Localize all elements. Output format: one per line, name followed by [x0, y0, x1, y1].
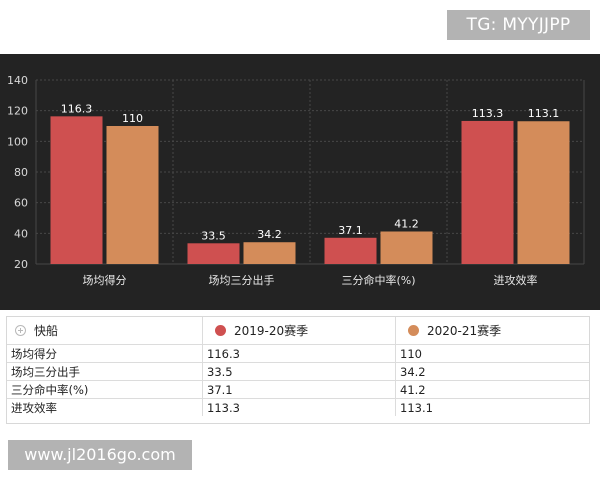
data-label: 110	[122, 112, 143, 125]
y-tick-label: 120	[7, 105, 28, 118]
data-label: 41.2	[394, 217, 419, 230]
row-value-2: 34.2	[395, 363, 591, 380]
row-label: 场均得分	[11, 346, 57, 361]
data-label: 113.3	[472, 107, 504, 120]
data-label: 37.1	[338, 224, 363, 237]
watermark-top: TG: MYYJJPP	[447, 10, 590, 40]
row-value-2: 113.1	[395, 399, 591, 416]
data-label: 33.5	[201, 229, 226, 242]
bar	[187, 243, 240, 264]
y-tick-label: 60	[14, 197, 28, 210]
bar	[50, 116, 103, 264]
bar	[106, 126, 159, 264]
data-label: 34.2	[257, 228, 282, 241]
x-tick-label: 场均得分	[83, 273, 127, 287]
row-label: 进攻效率	[11, 400, 57, 415]
x-tick-label: 进攻效率	[494, 273, 538, 287]
row-label: 三分命中率(%)	[11, 382, 89, 397]
y-tick-label: 100	[7, 135, 28, 148]
plus-circle-icon[interactable]	[15, 325, 26, 336]
data-label: 113.1	[528, 107, 560, 120]
bar	[517, 121, 570, 264]
table-row: 进攻效率 113.3 113.1	[7, 398, 589, 416]
data-label: 116.3	[61, 102, 93, 115]
chart-panel: 20 40 60 80 100 120 140 116.3 110 场均得分 33.5 34.2 场均三…	[0, 54, 600, 310]
y-tick-label: 140	[7, 74, 28, 87]
y-tick-label: 40	[14, 227, 28, 240]
table-row: 三分命中率(%) 37.1 41.2	[7, 380, 589, 398]
bar	[461, 120, 514, 264]
table-header-team: 快船	[7, 317, 202, 344]
y-tick-label: 20	[14, 258, 28, 271]
bar	[243, 242, 296, 264]
x-tick-label: 场均三分出手	[209, 273, 275, 287]
watermark-bottom: www.jl2016go.com	[8, 440, 192, 470]
row-value-1: 116.3	[202, 345, 395, 362]
series-2-label: 2020-21赛季	[427, 324, 502, 338]
bar	[324, 237, 377, 264]
series-2-dot-icon	[408, 325, 419, 336]
x-tick-label: 三分命中率(%)	[341, 273, 415, 287]
bar-chart: 20 40 60 80 100 120 140 116.3 110 场均得分 33.5 34.2 场均三…	[7, 74, 585, 287]
bar	[380, 231, 433, 264]
table-header: 快船 2019-20赛季 2020-21赛季	[7, 317, 589, 344]
table-row: 场均三分出手 33.5 34.2	[7, 362, 589, 380]
team-label: 快船	[34, 324, 59, 338]
row-value-1: 37.1	[202, 381, 395, 398]
series-1-label: 2019-20赛季	[234, 324, 309, 338]
table-header-series-2: 2020-21赛季	[395, 317, 591, 344]
data-table: 快船 2019-20赛季 2020-21赛季 场均得分 116.3 110 场均…	[6, 316, 590, 424]
row-value-1: 33.5	[202, 363, 395, 380]
table-row: 场均得分 116.3 110	[7, 344, 589, 362]
row-label: 场均三分出手	[11, 364, 80, 379]
table-header-series-1: 2019-20赛季	[202, 317, 395, 344]
y-tick-label: 80	[14, 166, 28, 179]
row-value-2: 41.2	[395, 381, 591, 398]
row-value-1: 113.3	[202, 399, 395, 416]
series-1-dot-icon	[215, 325, 226, 336]
row-value-2: 110	[395, 345, 591, 362]
